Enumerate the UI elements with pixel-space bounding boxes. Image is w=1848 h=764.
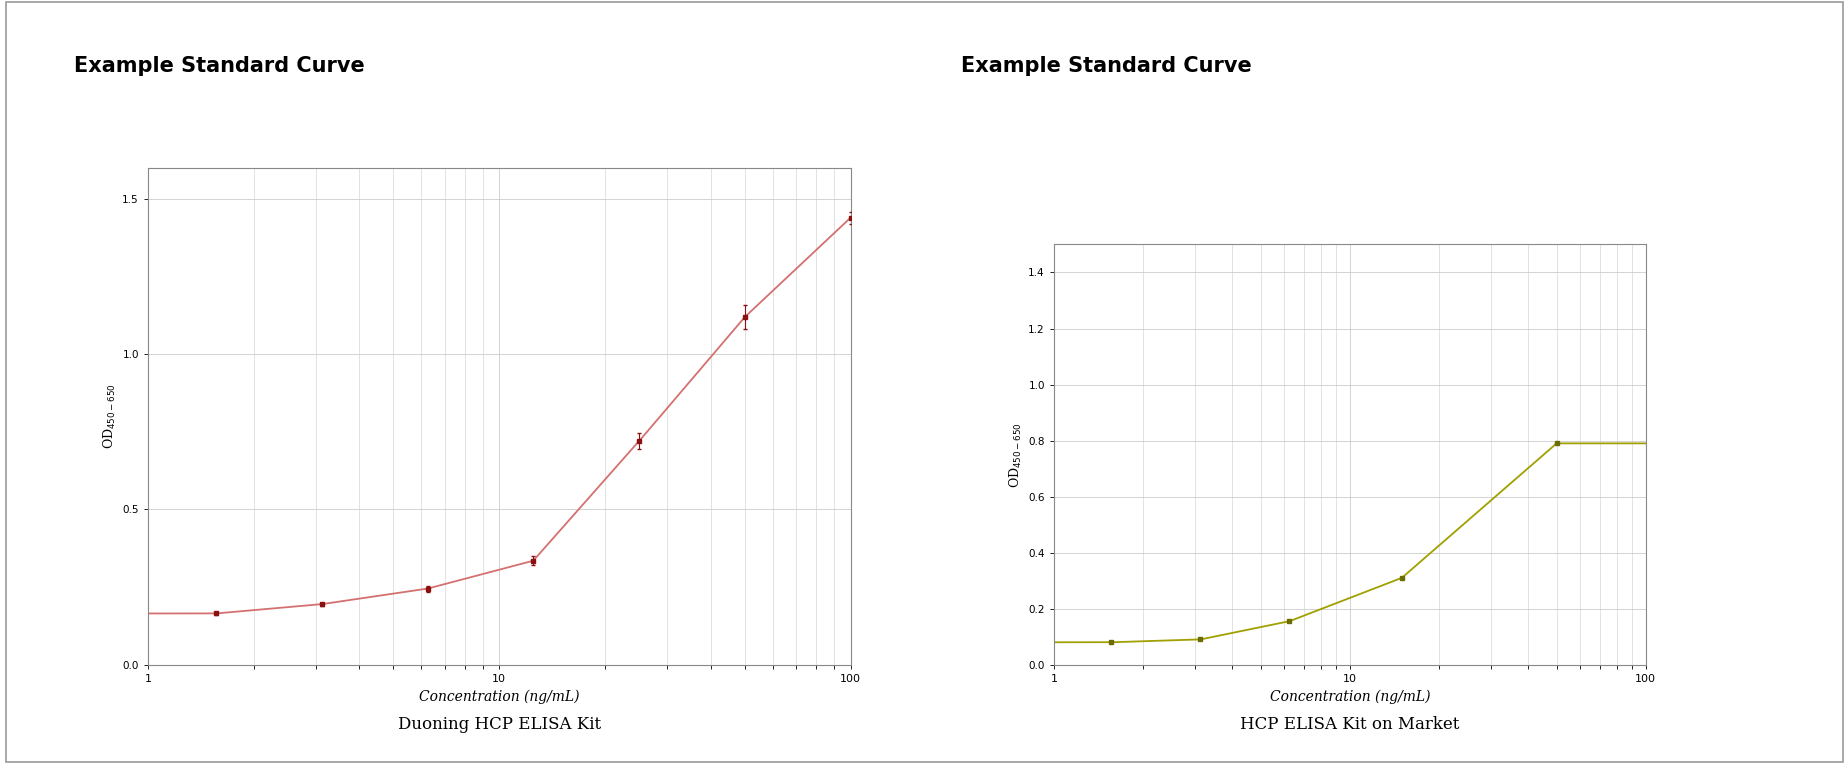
Text: Example Standard Curve: Example Standard Curve bbox=[74, 57, 364, 76]
X-axis label: Concentration (ng/mL): Concentration (ng/mL) bbox=[1270, 689, 1429, 704]
Text: Duoning HCP ELISA Kit: Duoning HCP ELISA Kit bbox=[397, 717, 601, 733]
Text: HCP ELISA Kit on Market: HCP ELISA Kit on Market bbox=[1240, 717, 1458, 733]
Text: Example Standard Curve: Example Standard Curve bbox=[961, 57, 1251, 76]
X-axis label: Concentration (ng/mL): Concentration (ng/mL) bbox=[419, 689, 578, 704]
Y-axis label: OD$_{450-650}$: OD$_{450-650}$ bbox=[102, 384, 118, 449]
Y-axis label: OD$_{450-650}$: OD$_{450-650}$ bbox=[1007, 422, 1024, 487]
